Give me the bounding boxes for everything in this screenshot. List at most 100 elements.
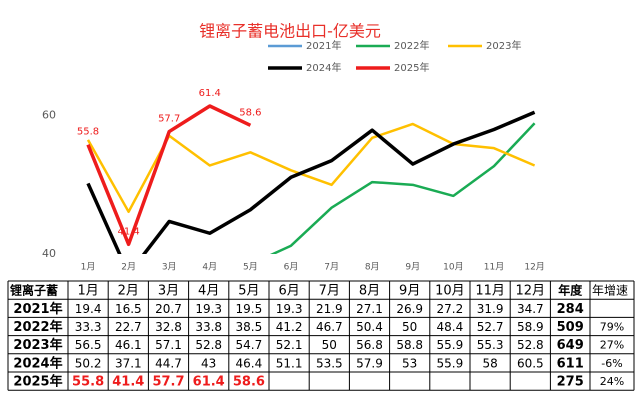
table-cell: 34.7 bbox=[517, 302, 544, 316]
table-cell: 50.4 bbox=[356, 320, 383, 334]
table-cell: 6月 bbox=[278, 284, 299, 299]
x-tick-label: 2月 bbox=[121, 262, 136, 273]
table-cell: 284 bbox=[557, 302, 584, 317]
table-cell: 55.9 bbox=[437, 338, 464, 352]
table-cell: 58.9 bbox=[517, 320, 544, 334]
data-label: 61.4 bbox=[199, 88, 221, 99]
table-cell: 275 bbox=[557, 375, 584, 390]
legend-label: 2024年 bbox=[306, 61, 341, 74]
table-cell: 3月 bbox=[158, 284, 179, 299]
table-cell: 27.2 bbox=[437, 302, 464, 316]
series-line bbox=[86, 110, 536, 254]
table-cell: 53.5 bbox=[316, 356, 343, 370]
table-cell: 10月 bbox=[435, 284, 465, 299]
table-cell: 56.5 bbox=[75, 338, 102, 352]
table-cell: 年增速 bbox=[592, 284, 628, 298]
table-cell: 8月 bbox=[359, 284, 380, 299]
table-cell: 38.5 bbox=[236, 320, 263, 334]
table-cell: 57.7 bbox=[152, 375, 184, 390]
table-cell: 5月 bbox=[238, 284, 259, 299]
table-cell: 52.8 bbox=[517, 338, 544, 352]
table-cell: 55.3 bbox=[477, 338, 504, 352]
table-cell: 19.5 bbox=[236, 302, 263, 316]
table-cell: 44.7 bbox=[155, 356, 182, 370]
table-cell: 41.2 bbox=[276, 320, 303, 334]
table-cell: 2月 bbox=[118, 284, 139, 299]
table-cell: 11月 bbox=[475, 284, 505, 299]
table-cell: 57.1 bbox=[155, 338, 182, 352]
table-cell: 54.7 bbox=[236, 338, 263, 352]
chart-title: 锂离子蓄电池出口-亿美元 bbox=[199, 22, 381, 41]
table-cell: 19.3 bbox=[276, 302, 303, 316]
x-tick-label: 11月 bbox=[484, 262, 504, 273]
data-label: 55.8 bbox=[77, 127, 99, 138]
table-cell: 7月 bbox=[319, 284, 340, 299]
table-cell: 60.5 bbox=[517, 356, 544, 370]
legend-label: 2021年 bbox=[306, 39, 341, 52]
table-cell: 53 bbox=[402, 356, 417, 370]
table-cell: 1月 bbox=[77, 284, 98, 299]
table-cell: 2022年 bbox=[13, 319, 62, 335]
table-cell: 649 bbox=[557, 338, 584, 353]
table-cell: 46.1 bbox=[115, 338, 142, 352]
x-tick-label: 4月 bbox=[202, 262, 217, 273]
table-cell: 12月 bbox=[516, 284, 546, 299]
table-cell: 2025年 bbox=[13, 374, 62, 390]
x-tick-label: 9月 bbox=[405, 262, 420, 273]
table-cell: 50.2 bbox=[75, 356, 102, 370]
y-tick-label: 40 bbox=[42, 247, 56, 260]
data-label: 58.6 bbox=[239, 107, 261, 118]
table-cell: 79% bbox=[600, 321, 624, 334]
table-cell: 27.1 bbox=[356, 302, 383, 316]
table-cell: 55.8 bbox=[72, 375, 104, 390]
table-cell: 32.8 bbox=[155, 320, 182, 334]
table-cell: 4月 bbox=[198, 284, 219, 299]
table-cell: 22.7 bbox=[115, 320, 142, 334]
table-cell: 58.8 bbox=[396, 338, 423, 352]
table-cell: 52.1 bbox=[276, 338, 303, 352]
table-cell: 2024年 bbox=[13, 355, 62, 371]
series-line bbox=[269, 122, 536, 254]
table-cell: 55.9 bbox=[437, 356, 464, 370]
x-tick-label: 8月 bbox=[365, 262, 380, 273]
legend-label: 2025年 bbox=[394, 61, 429, 74]
legend-label: 2023年 bbox=[486, 39, 521, 52]
table-cell: 27% bbox=[600, 339, 624, 352]
table-cell: 20.7 bbox=[155, 302, 182, 316]
table-cell: 46.4 bbox=[236, 356, 263, 370]
table-cell: 58.6 bbox=[233, 375, 265, 390]
table-cell: 52.7 bbox=[477, 320, 504, 334]
table-cell: 48.4 bbox=[437, 320, 464, 334]
table-cell: 56.8 bbox=[356, 338, 383, 352]
table-cell: 24% bbox=[600, 375, 624, 388]
table-cell: 21.9 bbox=[316, 302, 343, 316]
legend-label: 2022年 bbox=[394, 39, 429, 52]
table-cell: 52.8 bbox=[195, 338, 222, 352]
table-cell: 33.3 bbox=[75, 320, 102, 334]
data-label: 41.4 bbox=[117, 226, 139, 237]
table-cell: 19.4 bbox=[75, 302, 102, 316]
x-tick-label: 5月 bbox=[243, 262, 258, 273]
table-cell: 31.9 bbox=[477, 302, 504, 316]
table-cell: 年度 bbox=[558, 283, 583, 298]
table-cell: 2023年 bbox=[13, 337, 62, 353]
table-cell: 33.8 bbox=[195, 320, 222, 334]
table-cell: 58 bbox=[482, 356, 497, 370]
table-cell: 19.3 bbox=[195, 302, 222, 316]
table-cell: 锂离子蓄 bbox=[10, 283, 58, 298]
table-cell: -6% bbox=[601, 357, 622, 370]
x-tick-label: 7月 bbox=[324, 262, 339, 273]
table-cell: 41.4 bbox=[112, 375, 144, 390]
x-tick-label: 10月 bbox=[443, 262, 463, 273]
plot bbox=[86, 104, 536, 254]
x-tick-label: 6月 bbox=[284, 262, 299, 273]
table-cell: 50 bbox=[402, 320, 417, 334]
x-tick-label: 1月 bbox=[81, 262, 96, 273]
table-cell: 509 bbox=[557, 320, 584, 335]
table-cell: 16.5 bbox=[115, 302, 142, 316]
series-line bbox=[86, 104, 252, 247]
y-tick-label: 60 bbox=[42, 109, 56, 122]
table-cell: 611 bbox=[557, 356, 584, 371]
